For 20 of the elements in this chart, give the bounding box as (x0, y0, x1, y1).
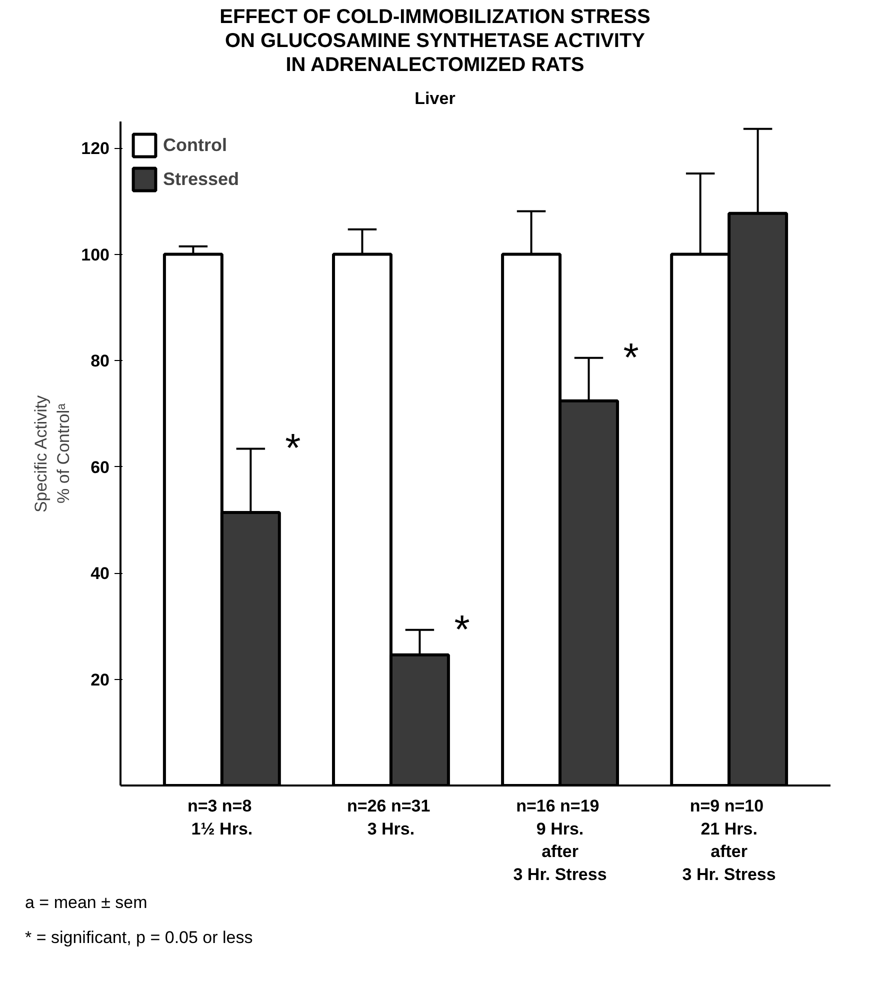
annotation: * (623, 336, 639, 380)
text: a = mean ± sem (25, 892, 148, 914)
annotation: * (285, 427, 301, 471)
x-tick-label: n=9 n=10 21 Hrs. after 3 Hr. Stress (682, 796, 776, 884)
legend-label: Stressed (163, 168, 240, 190)
x-tick-label: n=3 n=8 1½ Hrs. (187, 796, 253, 839)
y-tick-label: 80 (90, 352, 110, 371)
x-tick-label: n=26 n=31 3 Hrs. (347, 796, 430, 839)
legend-label: Control (163, 134, 227, 156)
y-tick-label: 100 (81, 246, 110, 265)
chart-subtitle: Liver (414, 88, 456, 110)
y-tick-label: 40 (90, 564, 110, 584)
y-tick-label: 60 (90, 458, 110, 478)
x-tick-label: n=16 n=19 9 Hrs. after 3 Hr. Stress (513, 796, 607, 884)
y-tick-label: 120 (81, 139, 110, 158)
y-tick-label: 20 (90, 670, 110, 690)
y-axis-title: Specific Activity % of Controlᵃ (31, 395, 74, 513)
annotation: * (454, 608, 470, 652)
chart-title: EFFECT OF COLD-IMMOBILIZATION STRESS ON GLUCOSAMINE SYNTHETASE ACTIVITY IN ADRENALECTOMIZED RATS (220, 5, 650, 77)
text: * = significant, p = 0.05 or less (25, 926, 253, 949)
